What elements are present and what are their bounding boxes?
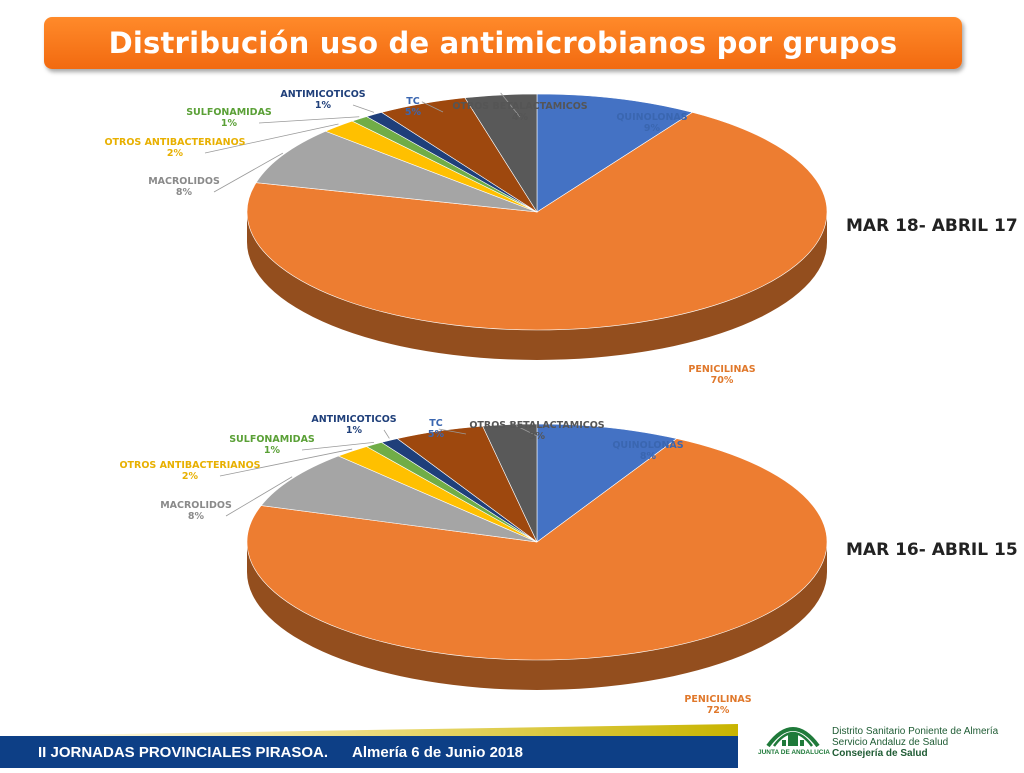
pie-side-penicilinas [247, 542, 827, 690]
leader-line [383, 429, 390, 439]
period-label-2016: MAR 16- ABRIL 15 [846, 540, 1018, 560]
org-line-2: Servicio Andaluz de Salud [832, 737, 949, 748]
period-label-2018: MAR 18- ABRIL 17 [846, 216, 1018, 236]
category-label: QUINOLONAS [616, 112, 687, 123]
category-label: ANTIMICOTICOS [280, 89, 365, 100]
value-label: 8% [176, 187, 193, 198]
leader-line [421, 101, 444, 113]
category-label: TC [406, 96, 419, 107]
leader-line [225, 476, 293, 517]
value-label: 1% [221, 118, 238, 129]
category-label: OTROS BETALACTAMICOS [452, 101, 587, 112]
pie-label-tc: TC5% [405, 96, 444, 118]
value-label: 70% [711, 375, 734, 386]
pie-slice-penicilinas [246, 438, 828, 661]
value-label: 1% [346, 425, 363, 436]
category-label: OTROS BETALACTAMICOS [469, 420, 604, 431]
pie-slice-macrolidos [255, 130, 538, 213]
footer-event: II JORNADAS PROVINCIALES PIRASOA. [38, 744, 329, 761]
value-label: 2% [182, 471, 199, 482]
leader-line [509, 422, 538, 437]
title-banner: Distribución uso de antimicrobianos por … [44, 17, 962, 69]
pie-slice-otros-betalactamicos [482, 423, 538, 543]
footer-place-date: Almería 6 de Junio 2018 [352, 744, 523, 761]
logo-caption: JUNTA DE ANDALUCIA [758, 749, 830, 756]
leader-line [352, 104, 375, 113]
pie-chart-2018: QUINOLONAS9%PENICILINAS70%MACROLIDOS8%OT… [104, 89, 828, 386]
footer-decoration [0, 722, 740, 768]
org-line-3: Consejería de Salud [832, 748, 928, 759]
leader-line [500, 92, 521, 118]
category-label: PENICILINAS [684, 694, 751, 705]
category-label: PENICILINAS [688, 364, 755, 375]
category-label: OTROS ANTIBACTERIANOS [119, 460, 260, 471]
value-label: 2% [167, 148, 184, 159]
category-label: SULFONAMIDAS [186, 107, 272, 118]
pie-side-penicilinas [247, 212, 827, 360]
value-label: 4% [512, 112, 529, 123]
page-title: Distribución uso de antimicrobianos por … [108, 26, 898, 60]
pie-slice-macrolidos [260, 455, 538, 543]
value-label: 1% [315, 100, 332, 111]
value-label: 8% [640, 451, 657, 462]
category-label: ANTIMICOTICOS [311, 414, 396, 425]
category-label: MACROLIDOS [160, 500, 232, 511]
value-label: 72% [707, 705, 730, 716]
leader-line [301, 442, 375, 451]
footer-stripe-icon [0, 724, 738, 736]
category-label: MACROLIDOS [148, 176, 220, 187]
category-label: QUINOLONAS [612, 440, 683, 451]
pie-chart-2016: QUINOLONAS8%PENICILINAS72%MACROLIDOS8%OT… [119, 414, 828, 716]
leader-line [438, 428, 467, 435]
leader-line [204, 123, 339, 154]
value-label: 5% [428, 429, 445, 440]
leader-line [213, 152, 284, 193]
value-label: 3% [529, 431, 546, 442]
footer-text: II JORNADAS PROVINCIALES PIRASOA. Almería… [38, 744, 523, 761]
value-label: 5% [405, 107, 422, 118]
value-label: 1% [264, 445, 281, 456]
category-label: OTROS ANTIBACTERIANOS [104, 137, 245, 148]
value-label: 8% [188, 511, 205, 522]
org-line-1: Distrito Sanitario Poniente de Almería [832, 726, 999, 737]
category-label: TC [429, 418, 442, 429]
organization-block: Distrito Sanitario Poniente de Almería S… [832, 726, 998, 759]
junta-andalucia-logo-icon [766, 727, 820, 748]
category-label: SULFONAMIDAS [229, 434, 315, 445]
footer-band [0, 736, 738, 768]
pie-slice-quinolonas [536, 93, 694, 213]
value-label: 9% [644, 123, 661, 134]
pie-slice-otros-betalactamicos [464, 93, 538, 214]
leader-line [219, 448, 353, 477]
leader-line [258, 116, 360, 124]
pie-label-tc: TC5% [428, 418, 467, 440]
pie-slice-quinolonas [536, 423, 678, 543]
pie-slice-penicilinas [246, 112, 828, 331]
